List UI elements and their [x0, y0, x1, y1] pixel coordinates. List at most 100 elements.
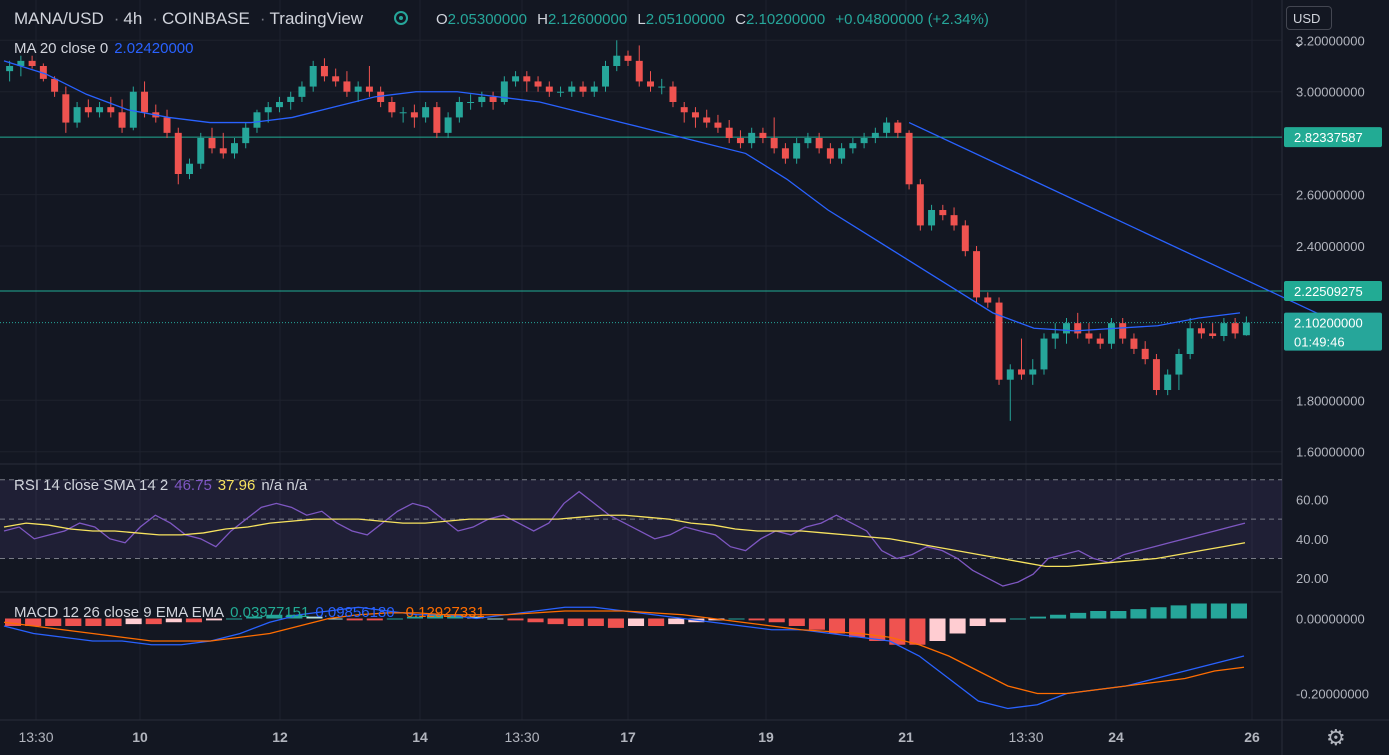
macd-histogram-bar — [728, 618, 745, 620]
candle — [961, 220, 969, 257]
macd-histogram-bar — [145, 618, 162, 625]
macd-histogram-bar — [406, 616, 424, 619]
candle — [759, 127, 767, 144]
macd-histogram-bar — [346, 618, 363, 621]
exchange: COINBASE — [162, 9, 250, 28]
candle-body — [1096, 338, 1104, 344]
ma-label: MA 20 close 0 — [14, 40, 109, 57]
interval[interactable]: 4h — [123, 9, 143, 28]
candle-body — [624, 55, 632, 61]
candle — [163, 109, 171, 138]
candle — [602, 60, 609, 92]
candle — [433, 102, 441, 138]
symbol-title[interactable]: MANA/USD · 4h · COINBASE · TradingView — [14, 9, 364, 28]
candle-body — [1040, 338, 1048, 370]
candle — [826, 143, 834, 164]
macd-histogram-bar — [1210, 603, 1227, 619]
candle — [1231, 318, 1239, 339]
candle-body — [1051, 333, 1059, 339]
ma-legend[interactable]: MA 20 close 0 2.02420000 — [14, 40, 199, 57]
candle — [399, 107, 407, 123]
candle-body — [219, 148, 227, 154]
candle — [793, 138, 801, 164]
macd-legend[interactable]: MACD 12 26 close 9 EMA EMA 0.03977151 0.09… — [14, 604, 491, 621]
candle — [950, 207, 958, 231]
candle-body — [467, 102, 475, 103]
candle — [939, 204, 947, 221]
candle — [658, 78, 666, 95]
candle-body — [129, 91, 137, 128]
macd-histogram-bar — [85, 618, 102, 626]
horizontal-levels[interactable] — [0, 136, 1282, 324]
candle-body — [1164, 374, 1172, 390]
price-tick-3: 2.40000000 — [1296, 239, 1365, 254]
macd-histogram-bar — [808, 618, 825, 630]
candle-body — [939, 210, 947, 216]
candle — [1197, 323, 1205, 339]
candle-body — [6, 66, 14, 72]
time-axis[interactable]: 13:30 10 12 14 13:30 17 19 21 13:30 24 26 — [18, 729, 1260, 745]
candle-body — [984, 297, 992, 303]
low-value: 2.05100000 — [645, 11, 725, 28]
macd-tick-0: 0.00000000 — [1296, 612, 1365, 627]
candle — [1107, 318, 1115, 349]
low-label: L — [637, 11, 646, 28]
candlestick-series[interactable] — [6, 40, 1250, 421]
candle — [680, 102, 688, 123]
candle-body — [928, 210, 936, 226]
candle-body — [320, 66, 328, 77]
currency-button[interactable]: USD ⌄ — [1286, 6, 1332, 50]
open-value: 2.05300000 — [447, 11, 527, 28]
candle-body — [388, 102, 396, 113]
candle — [545, 81, 553, 97]
candle-body — [107, 107, 115, 113]
candle-body — [242, 127, 250, 144]
candle-body — [1175, 354, 1183, 375]
macd-histogram-bar — [246, 616, 263, 619]
price-tick-4: 1.80000000 — [1296, 393, 1365, 408]
candle — [557, 86, 565, 97]
rsi-lines — [3, 490, 1246, 587]
rsi-legend[interactable]: RSI 14 close SMA 14 2 46.75 37.96 n/a n/a — [14, 477, 313, 494]
candle — [725, 120, 733, 144]
candle — [1220, 318, 1228, 342]
time-tick-3: 14 — [412, 729, 428, 745]
candle-body — [849, 143, 857, 149]
candle-body — [163, 117, 171, 133]
candle — [1164, 369, 1172, 396]
macd-histogram-bar — [427, 614, 444, 619]
macd-histogram-bar — [1070, 612, 1087, 619]
candle — [691, 107, 699, 128]
candle-body — [523, 76, 531, 82]
candle-body — [275, 102, 283, 108]
time-tick-7: 21 — [898, 729, 914, 745]
price-tick-2: 2.60000000 — [1296, 188, 1365, 203]
candle — [118, 99, 126, 133]
macd-label: MACD 12 26 close 9 EMA EMA — [14, 604, 225, 621]
candle — [613, 40, 621, 72]
macd-histogram-bar — [1130, 609, 1147, 619]
gear-icon[interactable]: ⚙ — [1326, 725, 1346, 750]
candle-body — [838, 148, 846, 159]
candle — [871, 127, 879, 144]
candle — [354, 81, 362, 102]
candle-body — [1006, 369, 1014, 380]
candle — [736, 130, 744, 149]
brand: TradingView — [269, 9, 364, 28]
candle — [781, 143, 789, 164]
candle — [73, 102, 81, 128]
symbol-name[interactable]: MANA/USD — [14, 9, 104, 28]
trend-line[interactable] — [908, 121, 1323, 317]
price-axis[interactable]: 3.20000000 3.00000000 2.60000000 2.40000000… — [1296, 33, 1369, 701]
ohlc-legend: O2.05300000 H2.12600000 L2.05100000 C2.1… — [436, 11, 995, 28]
candle-body — [489, 96, 497, 102]
candle — [534, 76, 542, 92]
price-tick-0: 3.20000000 — [1296, 33, 1365, 48]
candle — [28, 55, 36, 69]
macd-histogram-bar — [648, 618, 665, 626]
candle-body — [354, 86, 362, 92]
candle — [905, 130, 913, 190]
candle — [129, 86, 137, 131]
